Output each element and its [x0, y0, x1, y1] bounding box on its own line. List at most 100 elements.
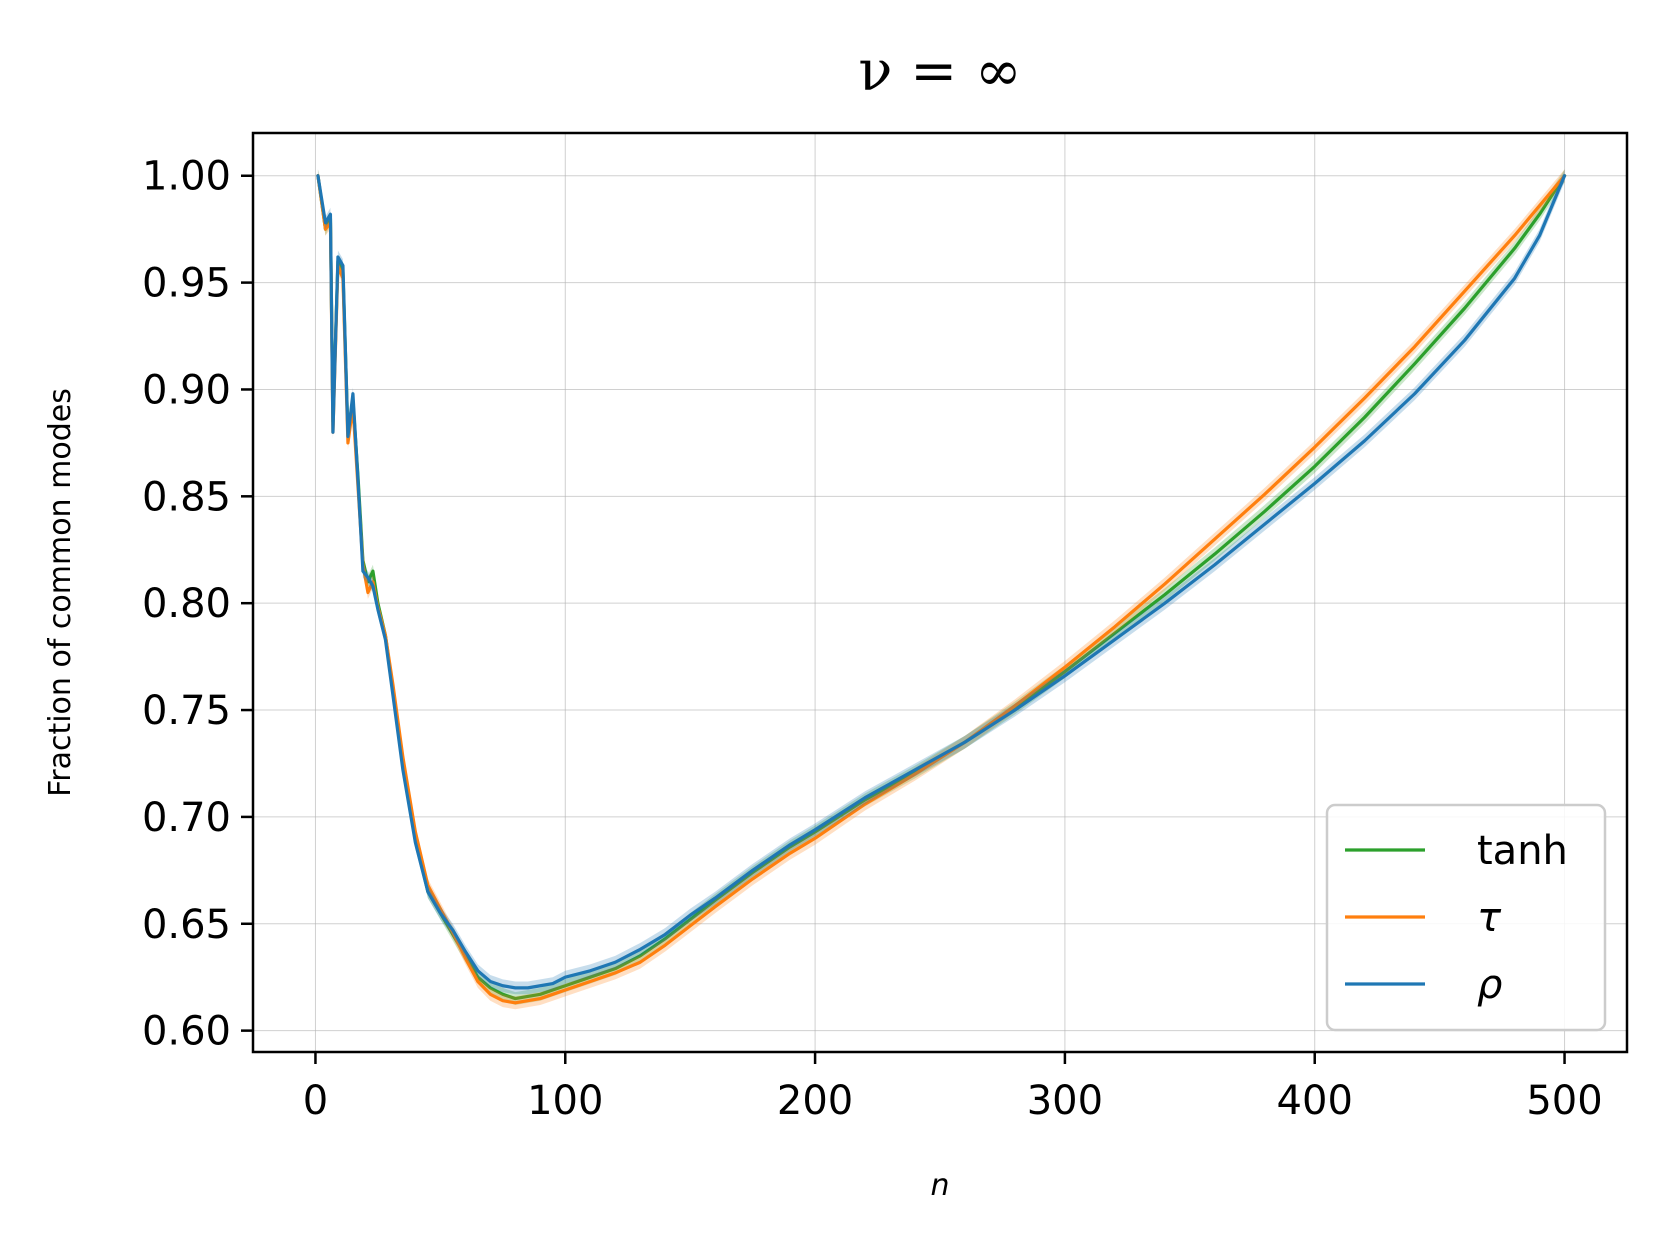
data-point — [352, 393, 354, 395]
labels-layer: 0 100 200 300 400 500 0.60 0.65 0.70 0.75 0.80 0.85… — [43, 39, 1603, 1203]
data-point — [1064, 675, 1066, 677]
data-point — [1413, 346, 1415, 348]
data-point — [324, 222, 326, 224]
data-point — [751, 869, 753, 871]
data-point — [689, 925, 691, 927]
y-tick-label: 0.60 — [142, 1009, 231, 1055]
data-point — [402, 769, 404, 771]
x-tick-label: 100 — [527, 1078, 603, 1124]
data-point — [552, 982, 554, 984]
legend-item: ρ — [1345, 962, 1502, 1008]
data-point — [1513, 247, 1515, 249]
y-tick-label: 0.75 — [142, 688, 231, 734]
data-point — [347, 435, 349, 437]
series-layer — [316, 169, 1567, 1010]
data-point — [589, 980, 591, 982]
data-point — [1014, 709, 1016, 711]
data-point — [367, 576, 369, 578]
data-point — [789, 852, 791, 854]
data-point — [1463, 290, 1465, 292]
data-point — [751, 878, 753, 880]
data-point — [914, 769, 916, 771]
data-point — [1114, 626, 1116, 628]
legend-item: τ — [1345, 895, 1502, 941]
axes-frame — [251, 131, 1629, 1054]
data-point — [614, 972, 616, 974]
data-point — [1538, 234, 1540, 236]
data-point — [1314, 482, 1316, 484]
data-point — [1264, 523, 1266, 525]
data-point — [814, 837, 816, 839]
data-point — [1164, 583, 1166, 585]
data-point — [427, 891, 429, 893]
data-point — [514, 1002, 516, 1004]
data-point — [489, 980, 491, 982]
data-point — [664, 933, 666, 935]
y-tick-label: 0.95 — [142, 261, 231, 307]
data-point — [1513, 277, 1515, 279]
data-point — [367, 591, 369, 593]
y-tick-label: 1.00 — [142, 154, 231, 200]
data-point — [539, 997, 541, 999]
data-point — [1363, 440, 1365, 442]
series-ρ — [316, 169, 1567, 995]
data-point — [329, 213, 331, 215]
series-band — [317, 169, 1565, 995]
data-point — [527, 1000, 529, 1002]
legend-label: tanh — [1477, 828, 1568, 874]
x-tick-label: 400 — [1277, 1078, 1353, 1124]
data-point — [1164, 602, 1166, 604]
data-point — [332, 431, 334, 433]
data-point — [639, 961, 641, 963]
y-tick-label: 0.65 — [142, 902, 231, 948]
data-point — [1463, 339, 1465, 341]
x-tick-label: 300 — [1027, 1078, 1103, 1124]
data-point — [1264, 510, 1266, 512]
data-point — [1314, 465, 1316, 467]
data-point — [614, 961, 616, 963]
data-point — [477, 980, 479, 982]
data-point — [377, 608, 379, 610]
data-point — [384, 638, 386, 640]
data-point — [689, 914, 691, 916]
y-tick-label: 0.85 — [142, 474, 231, 520]
axes-layer — [241, 131, 1629, 1064]
data-point — [527, 987, 529, 989]
data-point — [452, 929, 454, 931]
data-point — [439, 912, 441, 914]
data-point — [372, 570, 374, 572]
data-point — [639, 948, 641, 950]
data-point — [502, 1000, 504, 1002]
x-tick-label: 200 — [777, 1078, 853, 1124]
data-point — [502, 985, 504, 987]
data-point — [1463, 307, 1465, 309]
y-tick-label: 0.80 — [142, 581, 231, 627]
legend-label: ρ — [1477, 962, 1502, 1008]
data-point — [489, 993, 491, 995]
data-point — [814, 829, 816, 831]
data-point — [789, 843, 791, 845]
series-band — [317, 169, 1565, 1005]
data-point — [1214, 553, 1216, 555]
data-point — [464, 950, 466, 952]
data-point — [552, 993, 554, 995]
data-point — [357, 478, 359, 480]
data-point — [1563, 175, 1565, 177]
series-line — [316, 174, 1567, 990]
grid-layer — [253, 133, 1627, 1052]
data-point — [564, 989, 566, 991]
legend-item: tanh — [1345, 828, 1568, 874]
y-axis-label: Fraction of common modes — [43, 388, 78, 797]
data-point — [372, 585, 374, 587]
data-point — [362, 570, 364, 572]
data-point — [564, 976, 566, 978]
y-tick-label: 0.90 — [142, 367, 231, 413]
data-point — [714, 897, 716, 899]
data-point — [1064, 666, 1066, 668]
data-point — [1314, 446, 1316, 448]
x-axis-label: n — [930, 1168, 949, 1203]
x-tick-label: 500 — [1526, 1078, 1602, 1124]
chart-title: ν = ∞ — [858, 39, 1021, 104]
data-point — [864, 796, 866, 798]
